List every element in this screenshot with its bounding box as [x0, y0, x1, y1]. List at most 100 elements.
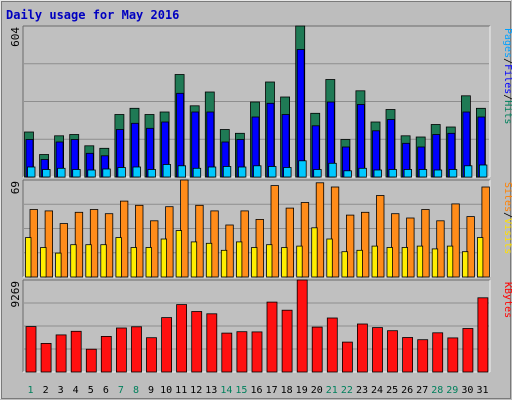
sites-bar [376, 195, 385, 278]
pages-bar [162, 164, 172, 178]
chart-title: Daily usage for May 2016 [6, 8, 179, 22]
day-label: 26 [401, 385, 413, 396]
visits-bar [251, 247, 258, 278]
day-label: 8 [133, 385, 139, 396]
files-bar [266, 102, 275, 178]
files-bar [356, 104, 365, 178]
kbytes-bar [85, 348, 97, 373]
visits-bar [461, 251, 469, 278]
visits-bar [386, 247, 393, 278]
sites-bar [360, 211, 370, 278]
legend-sites: Sites [502, 182, 512, 212]
pages-bar [117, 167, 126, 178]
pages-bar [102, 168, 111, 178]
kbytes-bar [191, 311, 203, 373]
visits-bar [341, 251, 348, 278]
day-label: 22 [341, 385, 353, 396]
visits-bar [130, 247, 137, 278]
kbytes-bar [432, 332, 444, 373]
day-label: 3 [58, 385, 64, 396]
kbytes-bar [341, 341, 353, 373]
pages-bar [388, 169, 397, 178]
visits-bar [190, 241, 198, 278]
kbytes-bar [131, 326, 142, 373]
day-label: 18 [281, 385, 293, 396]
visits-bar [175, 230, 183, 278]
panel-visits: 69 Sites/Visits [9, 179, 512, 278]
day-label: 23 [356, 385, 368, 396]
visits-bar [40, 247, 47, 278]
kbytes-bar [40, 342, 52, 373]
visits-bar [311, 227, 318, 278]
day-label: 27 [416, 385, 428, 396]
pages-bar [192, 167, 202, 178]
sites-bar [195, 204, 204, 278]
kbytes-bar [70, 330, 82, 373]
visits-bar [356, 249, 363, 278]
day-label: 31 [476, 385, 488, 396]
files-bar [191, 111, 200, 178]
day-label: 24 [371, 385, 383, 396]
visits-bar [296, 245, 303, 278]
pages-bar [433, 169, 443, 178]
kbytes-bar [146, 337, 157, 373]
kbytes-bar [477, 297, 489, 373]
day-label: 25 [386, 385, 398, 396]
files-bar [387, 119, 395, 178]
visits-bar [235, 241, 243, 278]
day-labels-group: 1 2 3 4 5 6 7 8 9 10 11 12 13 14 15 16 17 18 19 20 21 22 23 24 2… [27, 385, 488, 396]
legend-hits: Hits [502, 100, 512, 124]
visits-bar [476, 237, 484, 278]
pages-bar [328, 162, 337, 178]
pages-bar [207, 166, 217, 178]
day-label: 4 [73, 385, 79, 396]
pages-bar [313, 169, 322, 178]
sites-bar [285, 207, 295, 278]
pages-bar [478, 164, 488, 178]
visits-bar [416, 245, 424, 278]
visits-bar [115, 237, 122, 278]
sites-bar [421, 209, 430, 278]
sites-bar [466, 216, 475, 278]
pages-bar [463, 165, 473, 178]
sites-bar [481, 186, 490, 278]
visits-bar [266, 244, 273, 278]
pages-bar [403, 169, 413, 178]
kbytes-bar [417, 339, 429, 373]
kbytes-bar [25, 326, 37, 373]
kbytes-bar [161, 317, 173, 373]
kbytes-bar [387, 330, 398, 373]
panel-kbytes-legend: KBytes [502, 282, 512, 318]
day-label: 5 [88, 385, 94, 396]
kbytes-bar [55, 334, 67, 373]
day-label: 10 [160, 385, 172, 396]
day-label: 30 [461, 385, 473, 396]
kbytes-bar [100, 335, 112, 373]
visits-bar [446, 245, 454, 278]
kbytes-bar [236, 331, 248, 373]
sites-bar [180, 179, 189, 278]
visits-bar [326, 238, 333, 278]
day-label: 29 [446, 385, 458, 396]
day-label: 2 [43, 385, 49, 396]
pages-bar [222, 166, 232, 178]
legend-sep: / [502, 94, 512, 100]
legend-visits: Visits [502, 218, 512, 254]
visits-bar [145, 247, 152, 278]
sites-bar [59, 223, 68, 278]
visits-bar [431, 248, 439, 278]
sites-bar [270, 185, 279, 278]
pages-bar [147, 169, 156, 178]
day-label: 11 [175, 385, 187, 396]
legend-sep: / [502, 58, 512, 64]
files-bar [176, 92, 185, 178]
day-label: 9 [148, 385, 154, 396]
panel-hits: 604 Pages/Files/Hits [9, 25, 512, 178]
pages-bar [87, 169, 96, 178]
legend-sep: / [502, 212, 512, 218]
kbytes-bar [402, 337, 414, 373]
pages-bar [237, 166, 247, 178]
